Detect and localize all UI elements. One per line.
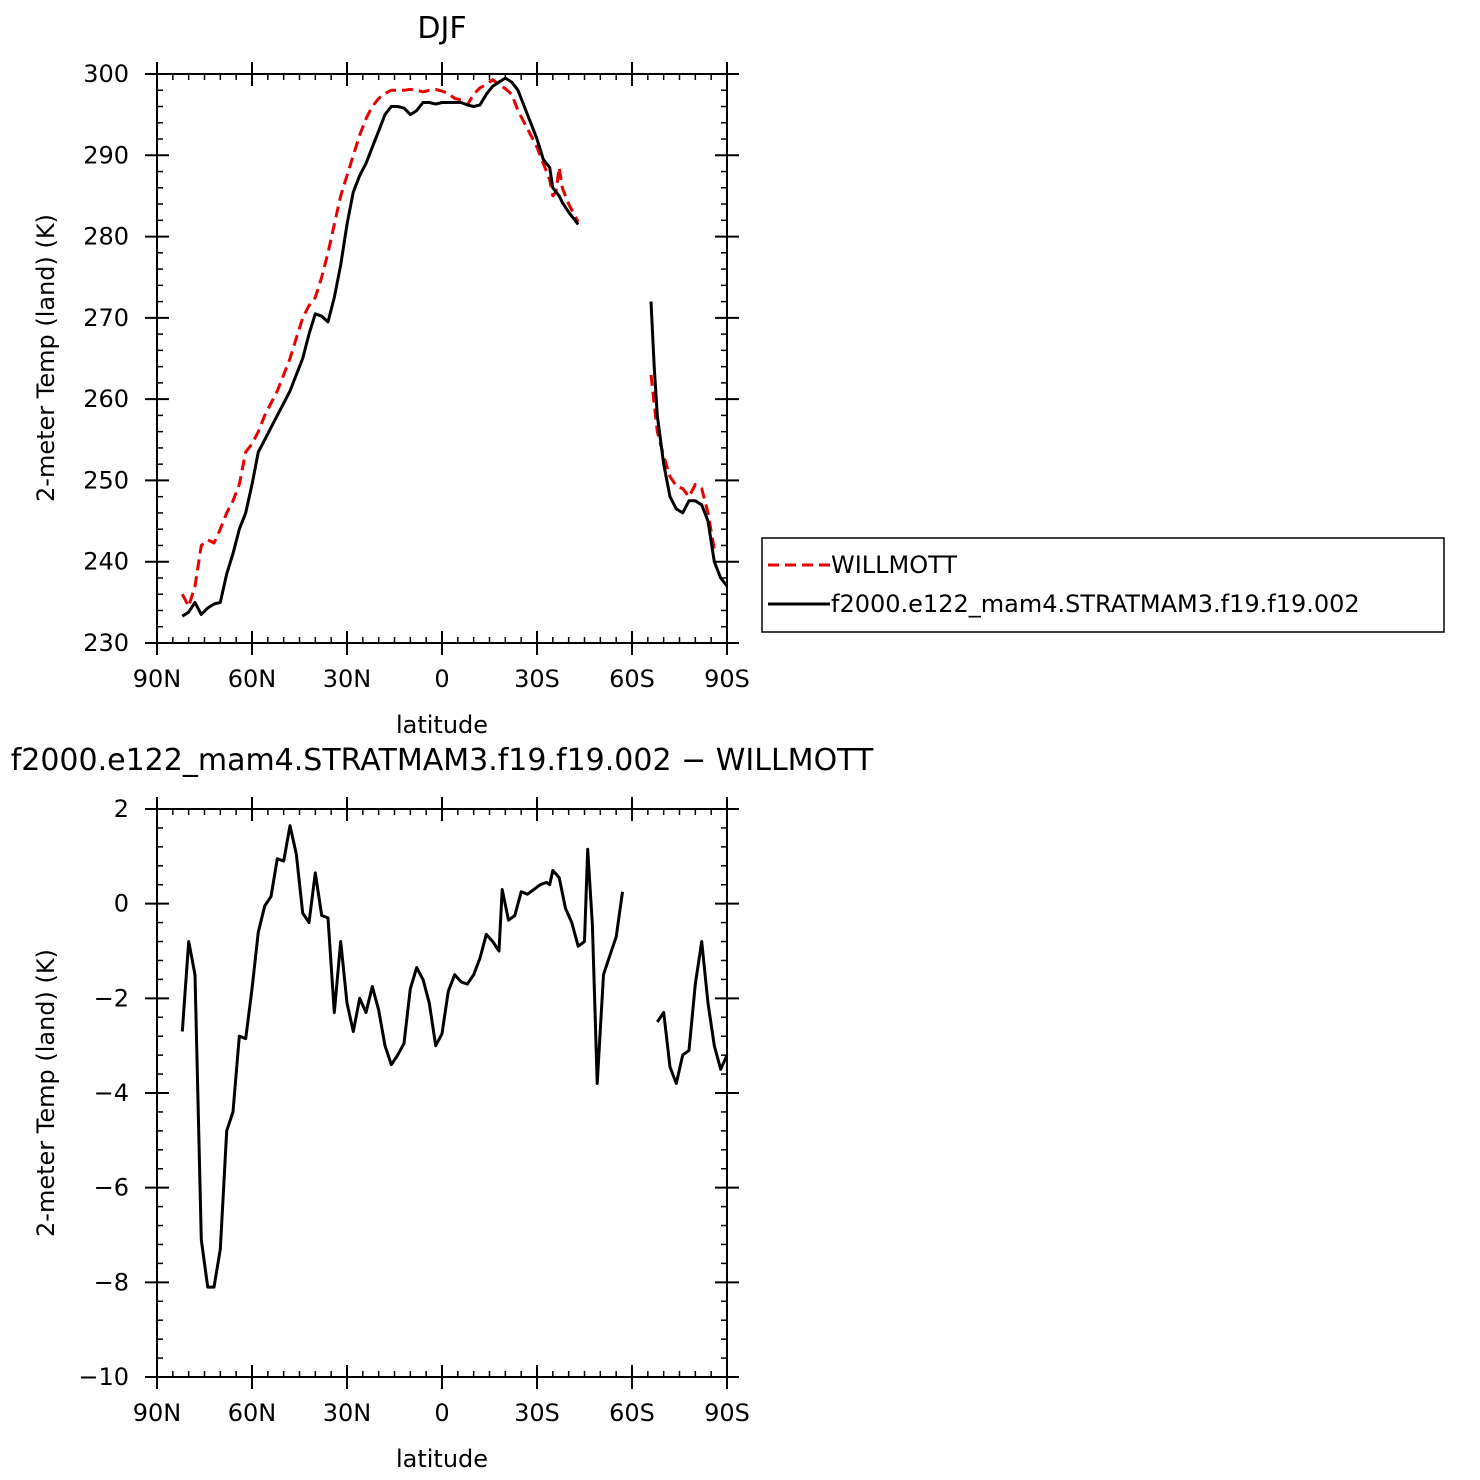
x-tick-label: 90N xyxy=(133,1399,182,1427)
top-y-axis-label: 2-meter Temp (land) (K) xyxy=(32,214,60,502)
plot-frame xyxy=(156,808,728,1378)
x-tick-label: 60S xyxy=(609,665,655,693)
y-tick-label: 300 xyxy=(83,60,129,88)
y-tick-label: −2 xyxy=(94,984,129,1012)
x-tick-label: 90N xyxy=(133,665,182,693)
y-tick-label: 260 xyxy=(83,385,129,413)
y-tick-label: −6 xyxy=(94,1174,129,1202)
bottom-y-axis-label: 2-meter Temp (land) (K) xyxy=(32,949,60,1237)
x-tick-label: 30N xyxy=(323,665,372,693)
y-tick-label: 0 xyxy=(114,890,129,918)
series-line-0 xyxy=(656,940,729,1085)
series-line-0 xyxy=(649,374,716,550)
bottom-panel: f2000.e122_mam4.STRATMAM3.f19.f19.002 − … xyxy=(11,743,874,1473)
y-tick-label: 2 xyxy=(114,795,129,823)
x-tick-label: 90S xyxy=(704,1399,750,1427)
y-tick-label: −8 xyxy=(94,1268,129,1296)
top-panel: DJF 90N 60N 30N 0 30S 60S 90S 230 240 250 260 270 28… xyxy=(32,11,750,739)
y-tick-label: 250 xyxy=(83,466,129,494)
y-tick-label: 280 xyxy=(83,223,129,251)
y-tick-label: −4 xyxy=(94,1079,129,1107)
x-tick-label: 60N xyxy=(228,665,277,693)
x-tick-label: 0 xyxy=(434,665,449,693)
x-tick-label: 0 xyxy=(434,1399,449,1427)
top-plot-area: 90N 60N 30N 0 30S 60S 90S 230 240 250 260 270 280 290… xyxy=(83,60,750,693)
x-tick-label: 30S xyxy=(514,1399,560,1427)
legend-label-model: f2000.e122_mam4.STRATMAM3.f19.f19.002 xyxy=(831,590,1360,618)
legend-box xyxy=(761,537,1445,633)
x-tick-label: 30S xyxy=(514,665,560,693)
bottom-panel-title: f2000.e122_mam4.STRATMAM3.f19.f19.002 − … xyxy=(11,743,874,778)
x-tick-label: 30N xyxy=(323,1399,372,1427)
plot-frame xyxy=(156,73,728,644)
y-tick-label: 240 xyxy=(83,548,129,576)
y-tick-label: −10 xyxy=(78,1363,129,1391)
y-tick-label: 270 xyxy=(83,304,129,332)
series-line-1 xyxy=(181,76,580,618)
series-line-1 xyxy=(649,301,729,588)
y-tick-label: 230 xyxy=(83,629,129,657)
legend: WILLMOTT f2000.e122_mam4.STRATMAM3.f19.f… xyxy=(761,537,1445,633)
x-tick-label: 90S xyxy=(704,665,750,693)
legend-label-willmott: WILLMOTT xyxy=(831,551,957,579)
bottom-x-axis-label: latitude xyxy=(396,1445,488,1473)
top-panel-title: DJF xyxy=(417,11,466,46)
series-line-0 xyxy=(180,78,580,608)
series-line-0 xyxy=(180,824,624,1289)
x-tick-label: 60S xyxy=(609,1399,655,1427)
top-x-axis-label: latitude xyxy=(396,711,488,739)
y-tick-label: 290 xyxy=(83,141,129,169)
x-tick-label: 60N xyxy=(228,1399,277,1427)
bottom-plot-area: 90N 60N 30N 0 30S 60S 90S −10 −8 −6 −4 −2 0 2 xyxy=(78,795,750,1427)
